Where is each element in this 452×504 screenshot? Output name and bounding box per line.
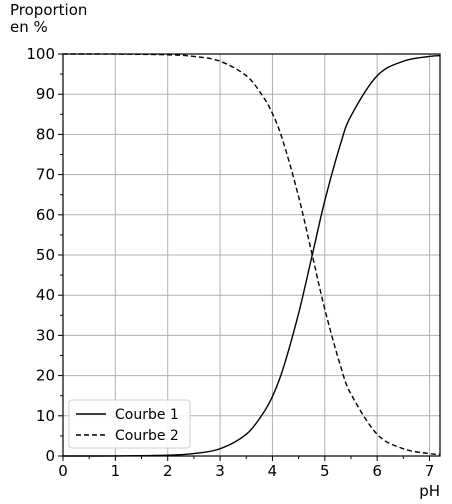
y-tick-label: 100 bbox=[26, 45, 55, 63]
series-layer bbox=[62, 53, 441, 457]
y-tick-label: 0 bbox=[45, 447, 55, 465]
y-axis-title-line1: Proportion bbox=[10, 1, 87, 19]
series-line-2 bbox=[62, 53, 441, 456]
legend-label-1: Courbe 1 bbox=[115, 407, 179, 423]
x-tick-label: 0 bbox=[58, 462, 68, 480]
legend-label-2: Courbe 2 bbox=[115, 428, 179, 444]
x-axis-title: pH bbox=[419, 482, 440, 500]
x-tick-label: 4 bbox=[268, 462, 278, 480]
x-tick-label: 5 bbox=[320, 462, 330, 480]
series-line-1 bbox=[62, 54, 441, 457]
y-tick-label: 90 bbox=[36, 85, 55, 103]
y-tick-label: 30 bbox=[36, 326, 55, 344]
y-tick-label: 50 bbox=[36, 246, 55, 264]
legend: Courbe 1 Courbe 2 bbox=[68, 399, 191, 449]
y-tick-label: 40 bbox=[36, 286, 55, 304]
y-tick-label: 70 bbox=[36, 166, 55, 184]
legend-box bbox=[68, 399, 191, 449]
grid bbox=[62, 53, 440, 457]
y-tick-label: 60 bbox=[36, 206, 55, 224]
x-tick-label: 3 bbox=[215, 462, 225, 480]
y-tick-label: 10 bbox=[36, 407, 55, 425]
x-tick-label: 7 bbox=[425, 462, 435, 480]
y-tick-label: 80 bbox=[36, 125, 55, 143]
x-tick-label: 2 bbox=[163, 462, 173, 480]
x-tick-label: 6 bbox=[372, 462, 382, 480]
y-axis-title-line2: en % bbox=[10, 18, 48, 36]
x-tick-label: 1 bbox=[111, 462, 121, 480]
y-tick-label: 20 bbox=[36, 367, 55, 385]
